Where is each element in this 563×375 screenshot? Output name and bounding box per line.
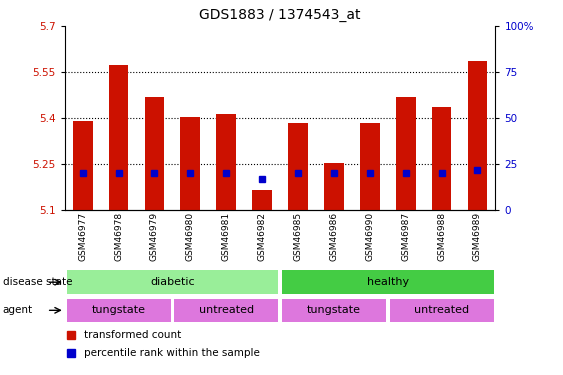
Text: GSM46981: GSM46981 <box>222 212 231 261</box>
Bar <box>396 97 415 210</box>
Bar <box>324 162 344 210</box>
Text: disease state: disease state <box>3 277 72 287</box>
Text: GSM46986: GSM46986 <box>329 212 338 261</box>
Bar <box>282 270 494 294</box>
Text: GSM46990: GSM46990 <box>365 212 374 261</box>
Text: transformed count: transformed count <box>84 330 181 340</box>
Bar <box>73 121 92 210</box>
Text: GSM46988: GSM46988 <box>437 212 446 261</box>
Text: agent: agent <box>3 305 33 315</box>
Bar <box>390 298 494 322</box>
Bar <box>360 123 379 210</box>
Text: GSM46989: GSM46989 <box>473 212 482 261</box>
Text: percentile rank within the sample: percentile rank within the sample <box>84 348 260 358</box>
Bar <box>145 97 164 210</box>
Text: GSM46985: GSM46985 <box>293 212 302 261</box>
Bar <box>66 298 171 322</box>
Bar <box>468 62 488 210</box>
Text: untreated: untreated <box>199 305 254 315</box>
Text: tungstate: tungstate <box>92 305 146 315</box>
Title: GDS1883 / 1374543_at: GDS1883 / 1374543_at <box>199 9 361 22</box>
Bar <box>66 270 278 294</box>
Text: GSM46987: GSM46987 <box>401 212 410 261</box>
Text: tungstate: tungstate <box>307 305 361 315</box>
Text: untreated: untreated <box>414 305 469 315</box>
Bar <box>181 117 200 210</box>
Bar <box>252 190 272 210</box>
Text: GSM46978: GSM46978 <box>114 212 123 261</box>
Bar <box>174 298 278 322</box>
Bar <box>109 64 128 210</box>
Bar <box>216 114 236 210</box>
Text: GSM46982: GSM46982 <box>258 212 267 261</box>
Text: healthy: healthy <box>367 277 409 287</box>
Text: GSM46979: GSM46979 <box>150 212 159 261</box>
Text: GSM46977: GSM46977 <box>78 212 87 261</box>
Text: diabetic: diabetic <box>150 277 195 287</box>
Bar <box>288 123 308 210</box>
Text: GSM46980: GSM46980 <box>186 212 195 261</box>
Bar <box>282 298 386 322</box>
Bar <box>432 107 452 210</box>
